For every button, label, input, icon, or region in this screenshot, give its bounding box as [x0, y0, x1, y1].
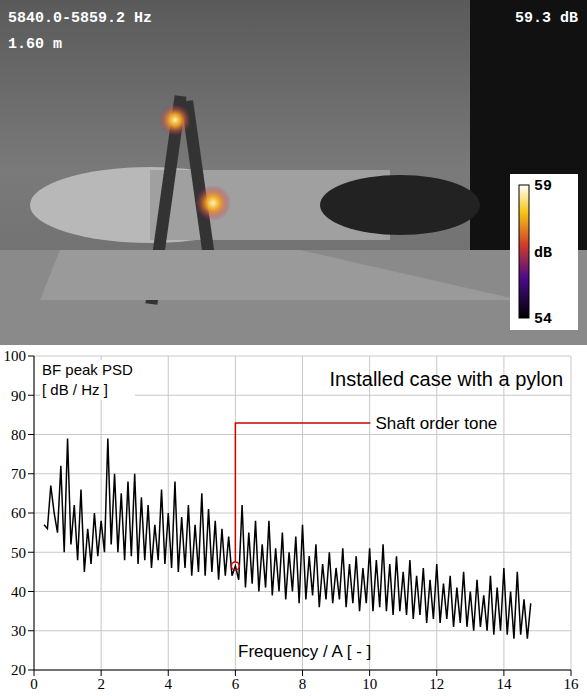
svg-text:100: 100	[4, 348, 27, 364]
svg-text:8: 8	[299, 676, 307, 692]
svg-text:12: 12	[429, 676, 444, 692]
svg-text:2: 2	[97, 676, 105, 692]
svg-text:6: 6	[232, 676, 240, 692]
svg-text:14: 14	[496, 676, 512, 692]
svg-text:70: 70	[11, 466, 26, 482]
svg-text:1.60 m: 1.60 m	[8, 36, 62, 53]
svg-text:40: 40	[11, 584, 26, 600]
svg-text:0: 0	[30, 676, 38, 692]
svg-text:59: 59	[534, 178, 552, 195]
svg-text:Shaft order tone: Shaft order tone	[375, 414, 497, 433]
svg-text:59.3 dB: 59.3 dB	[515, 10, 578, 27]
html-text:Frequency / A [ - ]: Frequency / A [ - ]	[238, 642, 372, 661]
svg-text:dB: dB	[534, 245, 552, 262]
svg-text:5840.0-5859.2 Hz: 5840.0-5859.2 Hz	[8, 10, 152, 27]
svg-text:16: 16	[564, 676, 580, 692]
svg-text:50: 50	[11, 545, 26, 561]
html-text:Installed case with a pylon: Installed case with a pylon	[329, 368, 563, 390]
svg-text:80: 80	[11, 427, 26, 443]
svg-text:20: 20	[11, 662, 26, 678]
svg-text:30: 30	[11, 623, 26, 639]
svg-text:90: 90	[11, 388, 26, 404]
svg-text:10: 10	[362, 676, 377, 692]
svg-text:60: 60	[11, 505, 26, 521]
html-text:BF peak PSD: BF peak PSD	[42, 361, 133, 378]
html-text:[ dB / Hz ]: [ dB / Hz ]	[42, 381, 108, 398]
svg-text:4: 4	[165, 676, 173, 692]
svg-text:54: 54	[534, 311, 552, 328]
